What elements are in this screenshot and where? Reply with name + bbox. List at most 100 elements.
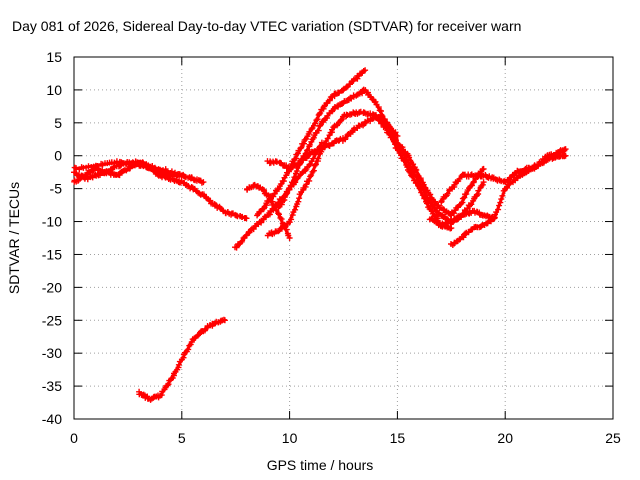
y-tick-label: -5 (50, 181, 63, 197)
x-tick-label: 10 (282, 430, 298, 446)
data-point (312, 161, 319, 168)
series-track-h (275, 86, 487, 225)
series-track-c (71, 158, 185, 179)
data-point (282, 191, 289, 198)
series-track-k (372, 113, 487, 219)
grid (74, 57, 613, 419)
data-point (233, 244, 240, 251)
data-point (413, 167, 420, 173)
data-point (475, 187, 482, 194)
data-point (324, 135, 331, 142)
data-point (317, 122, 324, 129)
data-point (315, 155, 322, 162)
data-point (362, 67, 369, 74)
data-point (316, 111, 323, 118)
data-point (406, 154, 413, 161)
data-point (125, 161, 132, 168)
data-point (139, 162, 146, 169)
data-point (304, 146, 311, 153)
data-point (462, 230, 469, 237)
y-tick-label: -40 (42, 411, 62, 427)
plot-frame (73, 56, 614, 420)
data-point (495, 206, 502, 213)
data-point (491, 215, 498, 222)
data-point (498, 196, 505, 203)
data-point (347, 130, 354, 137)
data-point (278, 201, 285, 208)
data-point (168, 168, 175, 175)
data-point (200, 179, 207, 186)
data-point (308, 126, 315, 133)
data-point (464, 205, 471, 212)
data-point (221, 317, 228, 324)
data-point (163, 168, 170, 175)
data-point (276, 211, 282, 218)
data-point (315, 127, 322, 134)
series-track-i (254, 67, 369, 219)
data-point (497, 199, 504, 206)
data-point (271, 190, 278, 197)
data-point (283, 226, 290, 233)
data-point (496, 202, 503, 209)
chart-title: Day 081 of 2026, Sidereal Day-to-day VTE… (12, 18, 522, 34)
data-point (463, 191, 470, 198)
data-point (188, 339, 195, 345)
data-point (562, 152, 569, 159)
series-track-d (136, 316, 228, 403)
data-point (562, 146, 569, 153)
series-track-n (426, 207, 498, 229)
data-point (207, 197, 214, 204)
data-point (317, 109, 324, 116)
data-point (310, 155, 317, 162)
data-point (513, 173, 520, 180)
data-point (444, 190, 451, 197)
series-track-l (438, 146, 569, 206)
y-tick-label: -30 (42, 345, 62, 361)
series-track-j (264, 112, 401, 172)
data-point (73, 165, 80, 172)
data-point (480, 165, 487, 172)
data-point (94, 163, 101, 169)
data-point (164, 382, 171, 389)
data-point (412, 166, 419, 173)
data-point (308, 172, 315, 179)
data-point (278, 216, 285, 223)
data-point (307, 173, 314, 180)
y-tick-label: -25 (42, 312, 62, 328)
data-point (314, 116, 321, 123)
data-point (247, 226, 254, 233)
data-point (375, 104, 382, 111)
y-tick-label: -20 (42, 279, 62, 295)
series-track-m (448, 152, 569, 248)
data-point (288, 216, 295, 223)
data-series (71, 67, 569, 403)
data-point (306, 162, 313, 169)
y-tick-label: -15 (42, 246, 62, 262)
data-point (298, 144, 305, 151)
data-point (250, 226, 257, 233)
data-point (291, 174, 298, 181)
data-point (470, 178, 477, 185)
y-tick-label: 0 (54, 148, 62, 164)
y-axis-ticks: -40 -35 -30 -25 -20 -15 -10 -5 0 5 10 15 (42, 49, 613, 427)
data-point (432, 198, 439, 205)
data-point (342, 135, 349, 141)
x-tick-label: 20 (497, 430, 513, 446)
data-point (310, 167, 317, 174)
y-tick-label: -10 (42, 214, 62, 230)
data-point (178, 172, 185, 179)
data-point (330, 124, 337, 131)
x-axis-ticks: 0 5 10 15 20 25 (70, 57, 621, 446)
data-point (392, 137, 399, 144)
data-point (480, 179, 487, 186)
data-point (468, 201, 475, 208)
data-point (499, 192, 506, 199)
data-point (295, 198, 302, 205)
x-axis-label: GPS time / hours (266, 457, 374, 473)
x-tick-label: 0 (70, 430, 78, 446)
data-point (347, 94, 354, 101)
data-point (292, 206, 299, 213)
data-point (347, 81, 353, 88)
data-point (306, 177, 313, 184)
